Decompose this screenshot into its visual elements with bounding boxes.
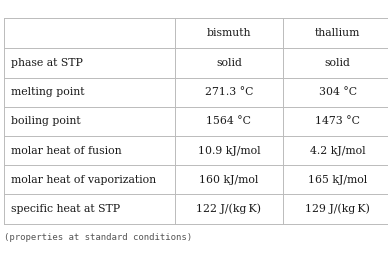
Text: (properties at standard conditions): (properties at standard conditions) bbox=[4, 233, 192, 242]
Text: 10.9 kJ/mol: 10.9 kJ/mol bbox=[197, 146, 260, 156]
Text: 1473 °C: 1473 °C bbox=[315, 116, 360, 126]
Text: 304 °C: 304 °C bbox=[319, 87, 357, 97]
Text: bismuth: bismuth bbox=[207, 28, 251, 38]
Text: 165 kJ/mol: 165 kJ/mol bbox=[308, 175, 367, 185]
Text: specific heat at STP: specific heat at STP bbox=[11, 204, 120, 214]
Text: 122 J/(kg K): 122 J/(kg K) bbox=[196, 204, 262, 214]
Text: molar heat of fusion: molar heat of fusion bbox=[11, 146, 121, 156]
Text: 4.2 kJ/mol: 4.2 kJ/mol bbox=[310, 146, 365, 156]
Text: thallium: thallium bbox=[315, 28, 360, 38]
Text: 271.3 °C: 271.3 °C bbox=[205, 87, 253, 97]
Text: 160 kJ/mol: 160 kJ/mol bbox=[199, 175, 259, 185]
Text: molar heat of vaporization: molar heat of vaporization bbox=[11, 175, 156, 185]
Text: melting point: melting point bbox=[11, 87, 84, 97]
Text: solid: solid bbox=[325, 58, 350, 68]
Text: boiling point: boiling point bbox=[11, 116, 80, 126]
Text: 1564 °C: 1564 °C bbox=[206, 116, 251, 126]
Text: 129 J/(kg K): 129 J/(kg K) bbox=[305, 204, 370, 214]
Text: phase at STP: phase at STP bbox=[11, 58, 83, 68]
Text: solid: solid bbox=[216, 58, 242, 68]
